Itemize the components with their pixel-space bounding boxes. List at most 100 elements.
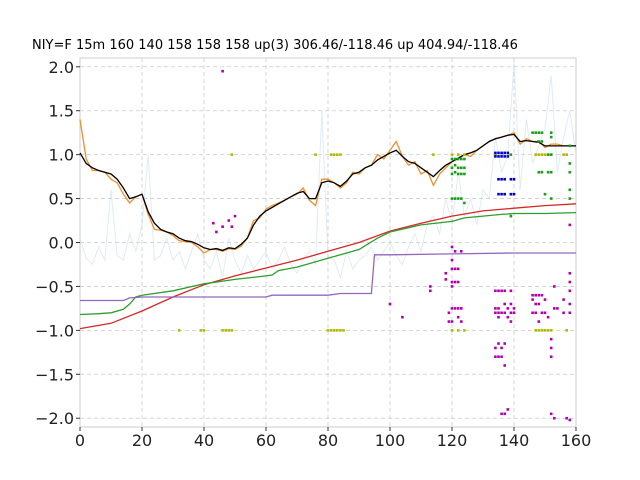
marker-point <box>230 329 234 332</box>
marker-point <box>233 214 237 218</box>
marker-point <box>500 177 503 181</box>
marker-point <box>568 162 572 165</box>
marker-point <box>342 329 345 332</box>
marker-point <box>450 153 454 156</box>
marker-point <box>460 172 463 176</box>
marker-point <box>503 151 506 155</box>
x-tick-label: 40 <box>194 431 214 450</box>
marker-point <box>401 315 404 319</box>
marker-point <box>543 153 547 156</box>
marker-point <box>503 302 506 306</box>
marker-point <box>450 285 454 288</box>
marker-point <box>537 131 541 134</box>
marker-point <box>227 219 231 222</box>
marker-point <box>494 155 497 158</box>
marker-point <box>534 302 537 306</box>
marker-point <box>549 355 553 359</box>
marker-point <box>456 329 460 332</box>
marker-point <box>509 214 513 218</box>
marker-point <box>456 166 460 170</box>
marker-point <box>460 157 463 161</box>
x-tick-label: 80 <box>318 431 338 450</box>
marker-point <box>460 249 463 253</box>
marker-point <box>537 320 541 323</box>
marker-point <box>215 230 218 234</box>
marker-point <box>556 307 559 310</box>
marker-point <box>332 153 336 156</box>
marker-point <box>453 249 457 253</box>
marker-point <box>453 307 457 310</box>
marker-point <box>199 329 203 332</box>
marker-point <box>549 197 553 200</box>
marker-point <box>562 311 565 315</box>
marker-point <box>494 311 497 315</box>
marker-point <box>568 197 572 200</box>
marker-point <box>453 280 457 284</box>
marker-point <box>456 267 460 271</box>
marker-point <box>221 69 224 73</box>
marker-point <box>553 285 556 288</box>
marker-point <box>447 320 451 323</box>
marker-point <box>444 271 448 275</box>
marker-point <box>497 177 500 181</box>
marker-point <box>456 315 460 319</box>
marker-point <box>512 307 516 310</box>
marker-point <box>450 172 454 176</box>
series-line <box>79 62 577 280</box>
marker-point <box>506 155 510 158</box>
marker-point <box>450 267 454 271</box>
marker-point <box>503 192 506 196</box>
marker-point <box>500 155 503 158</box>
marker-point <box>534 131 537 134</box>
marker-point <box>230 153 234 156</box>
marker-point <box>456 280 460 284</box>
marker-point <box>314 153 317 156</box>
marker-point <box>506 307 510 310</box>
marker-point <box>509 302 513 306</box>
x-tick-label: 60 <box>256 431 276 450</box>
marker-point <box>500 192 503 196</box>
marker-point <box>537 170 541 174</box>
marker-point <box>562 153 565 156</box>
marker-point <box>429 285 432 288</box>
marker-point <box>463 329 466 332</box>
marker-point <box>463 157 466 161</box>
marker-point <box>537 329 541 332</box>
marker-point <box>549 131 553 134</box>
marker-point <box>447 311 451 315</box>
marker-point <box>450 245 454 249</box>
marker-point <box>568 280 572 284</box>
marker-point <box>494 153 497 156</box>
series-line <box>79 133 576 252</box>
marker-point <box>221 329 224 332</box>
marker-point <box>326 329 330 332</box>
marker-point <box>453 197 457 200</box>
marker-point <box>546 329 550 332</box>
y-tick-label: 0.0 <box>49 234 74 253</box>
marker-point <box>224 329 227 332</box>
marker-point <box>453 267 457 271</box>
marker-point <box>531 131 534 134</box>
marker-point <box>456 172 460 176</box>
marker-point <box>388 302 392 306</box>
marker-point <box>531 293 534 297</box>
marker-point <box>494 289 497 293</box>
marker-point <box>453 157 457 161</box>
y-tick-label: −0.5 <box>35 277 74 296</box>
marker-point <box>497 355 500 359</box>
marker-point <box>537 140 541 143</box>
marker-point <box>549 329 553 332</box>
y-tick-label: 1.0 <box>49 146 74 165</box>
marker-point <box>450 166 454 170</box>
marker-point <box>497 342 500 345</box>
marker-point <box>456 307 460 310</box>
marker-point <box>509 311 513 315</box>
marker-point <box>463 172 466 176</box>
x-tick-label: 0 <box>75 431 85 450</box>
marker-point <box>568 170 572 174</box>
marker-point <box>500 346 503 350</box>
x-tick-label: 140 <box>499 431 530 450</box>
marker-point <box>553 416 556 420</box>
marker-point <box>546 153 550 156</box>
